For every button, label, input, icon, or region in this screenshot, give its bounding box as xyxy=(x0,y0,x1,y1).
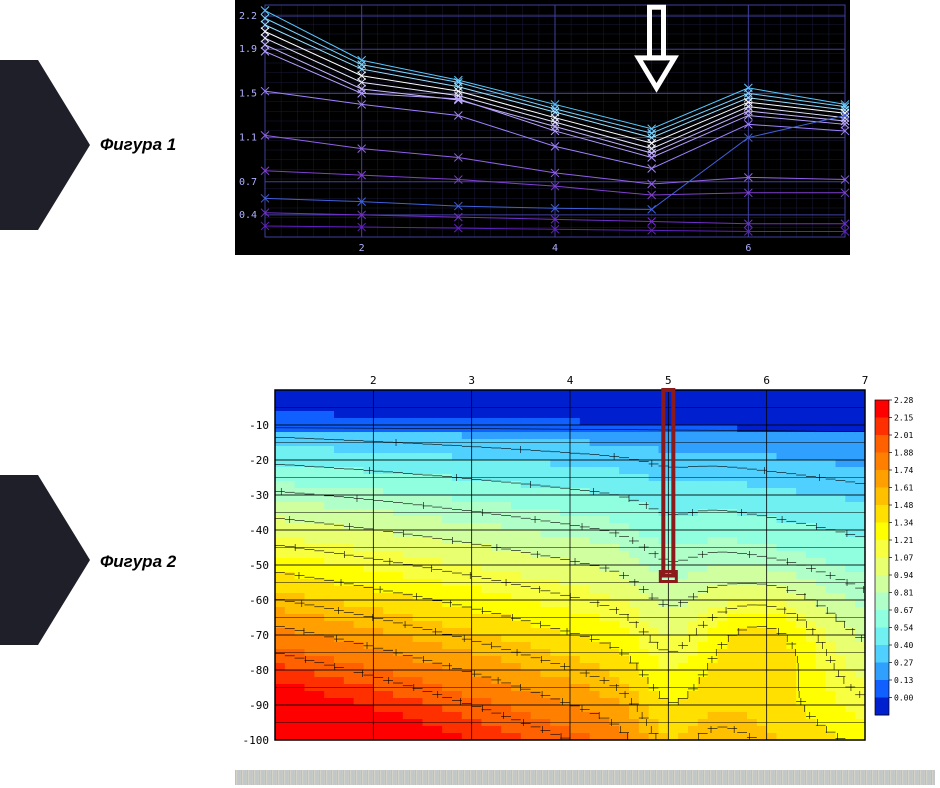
svg-text:0.67: 0.67 xyxy=(894,606,913,615)
svg-text:-100: -100 xyxy=(243,734,270,747)
svg-text:0.13: 0.13 xyxy=(894,676,913,685)
svg-text:-90: -90 xyxy=(249,699,269,712)
svg-text:2: 2 xyxy=(359,243,365,254)
svg-text:1.21: 1.21 xyxy=(894,536,913,545)
svg-text:0.7: 0.7 xyxy=(239,177,257,188)
svg-text:-20: -20 xyxy=(249,454,269,467)
svg-text:1.74: 1.74 xyxy=(894,466,913,475)
svg-text:1.88: 1.88 xyxy=(894,449,913,458)
contour-heatmap: 2 3 4 5 6 7 -10 -20 -30 -40 -50 -60 -70 -80 -90 -100 2.2… xyxy=(235,370,925,750)
svg-text:-50: -50 xyxy=(249,559,269,572)
svg-text:0.27: 0.27 xyxy=(894,659,913,668)
svg-text:1.48: 1.48 xyxy=(894,501,913,510)
noise-strip xyxy=(235,770,935,785)
svg-text:0.81: 0.81 xyxy=(894,589,913,598)
figure-2-label: Фигура 2 xyxy=(100,552,176,572)
svg-text:6: 6 xyxy=(745,243,751,254)
svg-text:0.40: 0.40 xyxy=(894,641,913,650)
svg-text:1.61: 1.61 xyxy=(894,484,913,493)
svg-text:2: 2 xyxy=(370,374,377,387)
svg-text:-60: -60 xyxy=(249,594,269,607)
svg-text:2.15: 2.15 xyxy=(894,414,913,423)
svg-text:0.94: 0.94 xyxy=(894,571,913,580)
svg-text:-40: -40 xyxy=(249,524,269,537)
svg-text:0.4: 0.4 xyxy=(239,210,257,221)
svg-text:0.00: 0.00 xyxy=(894,694,913,703)
line-chart: 2 4 6 0.4 0.7 1.1 1.5 1.9 2.2 xyxy=(235,0,850,255)
contour-heatmap-svg: 2 3 4 5 6 7 -10 -20 -30 -40 -50 -60 -70 -80 -90 -100 2.2… xyxy=(235,370,925,750)
svg-text:-30: -30 xyxy=(249,489,269,502)
svg-text:2.28: 2.28 xyxy=(894,396,913,405)
svg-text:1.34: 1.34 xyxy=(894,519,913,528)
figure-1-label: Фигура 1 xyxy=(100,135,176,155)
svg-text:0.54: 0.54 xyxy=(894,624,913,633)
svg-text:1.1: 1.1 xyxy=(239,133,257,144)
svg-text:7: 7 xyxy=(862,374,869,387)
svg-text:-10: -10 xyxy=(249,419,269,432)
svg-text:6: 6 xyxy=(763,374,770,387)
svg-text:-80: -80 xyxy=(249,664,269,677)
svg-text:-70: -70 xyxy=(249,629,269,642)
svg-text:1.5: 1.5 xyxy=(239,88,257,99)
line-chart-svg: 2 4 6 0.4 0.7 1.1 1.5 1.9 2.2 xyxy=(235,0,850,255)
svg-text:3: 3 xyxy=(468,374,475,387)
pentagon-marker-1 xyxy=(0,60,90,230)
svg-text:1.9: 1.9 xyxy=(239,44,257,55)
pentagon-marker-2 xyxy=(0,475,90,645)
svg-text:4: 4 xyxy=(552,243,558,254)
svg-text:5: 5 xyxy=(665,374,672,387)
svg-text:2.2: 2.2 xyxy=(239,11,257,22)
svg-text:2.01: 2.01 xyxy=(894,431,913,440)
svg-text:4: 4 xyxy=(567,374,574,387)
svg-text:1.07: 1.07 xyxy=(894,554,913,563)
